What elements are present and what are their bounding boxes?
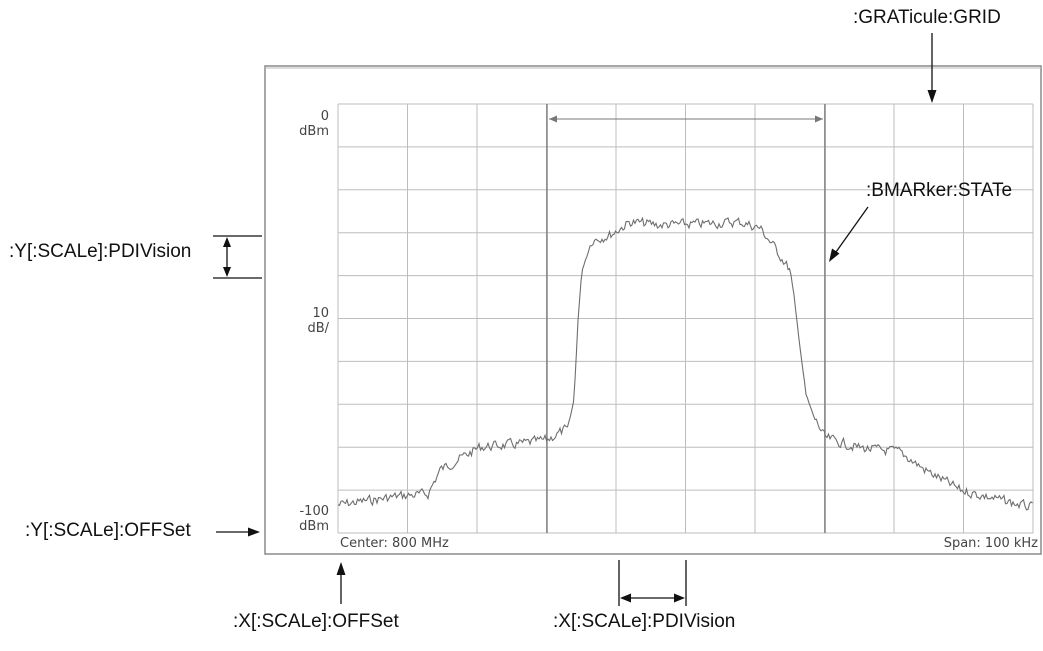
y-scale-value: 10 bbox=[312, 306, 329, 321]
graticule-callout-arrow-icon bbox=[927, 90, 937, 103]
x-pdiv-arrow-right-icon bbox=[674, 593, 685, 603]
y-offset-callout: :Y[:SCALe]:OFFSet bbox=[25, 520, 191, 541]
span-label: Span: 100 kHz bbox=[944, 536, 1038, 551]
bmarker-callout-line bbox=[835, 206, 869, 253]
x-pdiv-arrow-left-icon bbox=[620, 593, 631, 603]
y-bottom-unit: dBm bbox=[299, 519, 329, 534]
bmarker-callout-arrow-icon bbox=[829, 248, 840, 262]
band-marker-arrow-right-icon bbox=[815, 115, 823, 123]
graticule-grid-callout: :GRATicule:GRID bbox=[853, 7, 1001, 28]
y-pdivision-callout: :Y[:SCALe]:PDIVision bbox=[9, 241, 192, 262]
x-offset-callout: :X[:SCALe]:OFFSet bbox=[233, 611, 399, 632]
y-top-unit: dBm bbox=[299, 124, 329, 139]
graticule-grid bbox=[337, 103, 1034, 534]
x-pdivision-callout: :X[:SCALe]:PDIVision bbox=[553, 611, 736, 632]
y-bottom-value: -100 bbox=[299, 504, 329, 519]
spectrum-trace bbox=[337, 216, 1033, 511]
center-frequency-label: Center: 800 MHz bbox=[340, 536, 449, 551]
y-scale-unit: dB/ bbox=[307, 321, 329, 336]
y-offset-arrow-icon bbox=[248, 527, 260, 537]
y-pdiv-arrow-down-icon bbox=[223, 267, 231, 277]
x-offset-arrow-icon bbox=[336, 562, 346, 575]
band-marker-arrow-left-icon bbox=[549, 115, 557, 123]
bmarker-state-callout: :BMARker:STATe bbox=[866, 180, 1013, 201]
screen-frame bbox=[264, 65, 1042, 555]
y-top-value: 0 bbox=[321, 109, 329, 124]
y-pdiv-arrow-up-icon bbox=[223, 237, 231, 247]
